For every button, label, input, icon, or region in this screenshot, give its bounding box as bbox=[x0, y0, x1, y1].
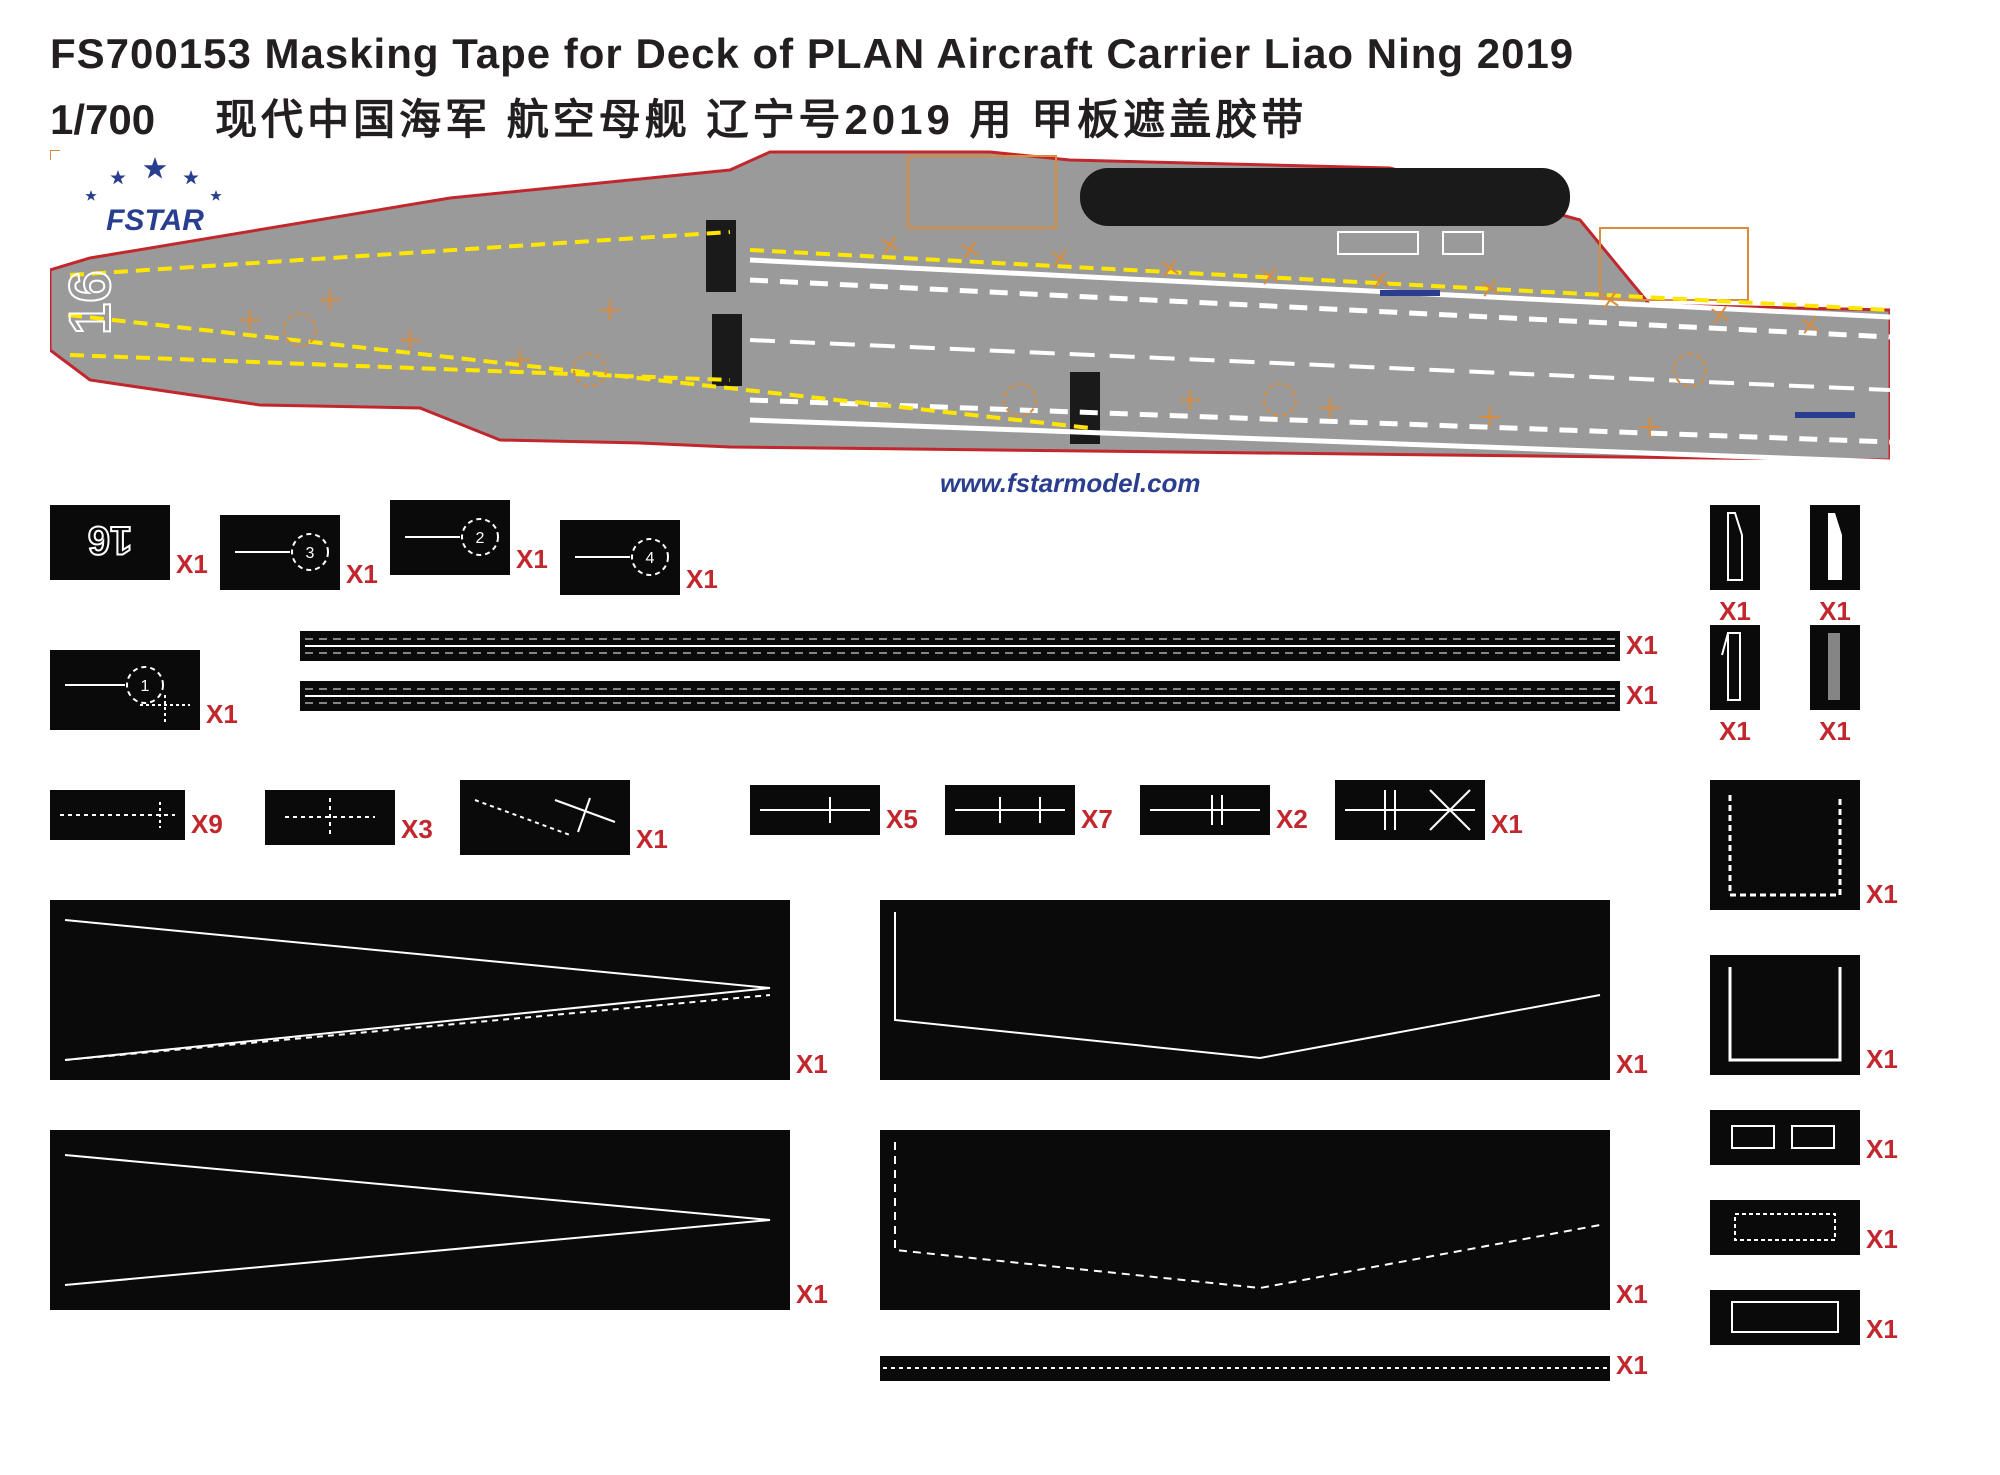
tape-piece-pv2: X1 bbox=[1810, 505, 1860, 627]
piece-shape bbox=[750, 785, 880, 835]
piece-quantity: X1 bbox=[1819, 716, 1851, 747]
piece-quantity: X2 bbox=[1276, 804, 1308, 835]
piece-shape bbox=[300, 631, 1620, 661]
tape-piece-stripb: X1 bbox=[880, 1350, 1648, 1381]
piece-shape bbox=[880, 900, 1610, 1080]
tape-piece-p1: X1 bbox=[50, 650, 238, 730]
tape-pieces-layout: X1 X1 X1 X1 X1 X1 X1 X1 X1 X1 X1 X9 X3 X1 X5 X7 X2 X1 X1 X1… bbox=[50, 500, 1950, 1445]
piece-quantity: X1 bbox=[1866, 1134, 1898, 1165]
tape-piece-outline: X1 bbox=[1710, 1290, 1898, 1345]
piece-quantity: X1 bbox=[516, 544, 548, 575]
piece-shape bbox=[300, 681, 1620, 711]
piece-quantity: X1 bbox=[346, 559, 378, 590]
tape-piece-strip2: X1 bbox=[300, 680, 1658, 711]
piece-quantity: X1 bbox=[1491, 809, 1523, 840]
piece-quantity: X1 bbox=[686, 564, 718, 595]
tape-piece-p4: X1 bbox=[560, 520, 718, 595]
piece-quantity: X7 bbox=[1081, 804, 1113, 835]
tape-piece-ubrk2: X1 bbox=[1710, 955, 1898, 1075]
tape-piece-p2: X1 bbox=[390, 500, 548, 575]
piece-shape bbox=[50, 505, 170, 580]
piece-quantity: X1 bbox=[1626, 680, 1658, 711]
tape-piece-ubrk: X1 bbox=[1710, 780, 1898, 910]
tape-piece-px7: X7 bbox=[945, 785, 1113, 835]
piece-shape bbox=[390, 500, 510, 575]
piece-shape bbox=[1710, 1200, 1860, 1255]
piece-shape bbox=[945, 785, 1075, 835]
piece-shape bbox=[1810, 505, 1860, 590]
piece-quantity: X9 bbox=[191, 809, 223, 840]
carrier-deck-diagram: 16 bbox=[50, 150, 1890, 460]
piece-shape bbox=[50, 900, 790, 1080]
piece-quantity: X1 bbox=[1719, 596, 1751, 627]
tape-piece-pv1: X1 bbox=[1710, 505, 1760, 627]
piece-quantity: X1 bbox=[636, 824, 668, 855]
tape-piece-px3: X3 bbox=[265, 790, 433, 845]
tape-piece-px5: X5 bbox=[750, 785, 918, 835]
piece-quantity: X1 bbox=[1616, 1279, 1648, 1310]
piece-quantity: X3 bbox=[401, 814, 433, 845]
tape-piece-px2: X2 bbox=[1140, 785, 1308, 835]
piece-quantity: X1 bbox=[1616, 1049, 1648, 1080]
piece-quantity: X1 bbox=[1719, 716, 1751, 747]
tape-piece-dotted: X1 bbox=[1710, 1200, 1898, 1255]
header: FS700153 Masking Tape for Deck of PLAN A… bbox=[50, 30, 1950, 147]
piece-shape bbox=[560, 520, 680, 595]
tape-piece-tri2: X1 bbox=[50, 1130, 828, 1310]
piece-shape bbox=[1710, 955, 1860, 1075]
piece-quantity: X1 bbox=[1819, 596, 1851, 627]
piece-quantity: X1 bbox=[206, 699, 238, 730]
piece-shape bbox=[1335, 780, 1485, 840]
piece-shape bbox=[50, 650, 200, 730]
piece-shape bbox=[1710, 625, 1760, 710]
piece-shape bbox=[1710, 780, 1860, 910]
piece-quantity: X1 bbox=[1616, 1350, 1648, 1381]
piece-shape bbox=[50, 790, 185, 840]
piece-shape bbox=[1140, 785, 1270, 835]
piece-shape bbox=[1710, 1290, 1860, 1345]
piece-quantity: X1 bbox=[1866, 1044, 1898, 1075]
tape-piece-p16: X1 bbox=[50, 505, 208, 580]
piece-shape bbox=[265, 790, 395, 845]
tape-piece-pxx: X1 bbox=[1335, 780, 1523, 840]
website-url: www.fstarmodel.com bbox=[940, 468, 1201, 499]
scale: 1/700 bbox=[50, 96, 155, 144]
piece-shape bbox=[460, 780, 630, 855]
piece-quantity: X1 bbox=[1866, 879, 1898, 910]
piece-shape bbox=[880, 1130, 1610, 1310]
piece-quantity: X1 bbox=[1866, 1314, 1898, 1345]
piece-quantity: X1 bbox=[796, 1049, 828, 1080]
tape-piece-px9: X9 bbox=[50, 790, 223, 840]
piece-shape bbox=[880, 1356, 1610, 1381]
piece-shape bbox=[1710, 1110, 1860, 1165]
piece-quantity: X5 bbox=[886, 804, 918, 835]
title-chinese: 现代中国海军 航空母舰 辽宁号2019 用 甲板遮盖胶带 bbox=[215, 86, 1307, 147]
title-row2: 1/700 现代中国海军 航空母舰 辽宁号2019 用 甲板遮盖胶带 bbox=[50, 86, 1950, 147]
piece-shape bbox=[220, 515, 340, 590]
piece-shape bbox=[1710, 505, 1760, 590]
title-en-text: Masking Tape for Deck of PLAN Aircraft C… bbox=[265, 30, 1575, 77]
title-english: FS700153 Masking Tape for Deck of PLAN A… bbox=[50, 30, 1950, 78]
tape-piece-vline1: X1 bbox=[880, 900, 1648, 1080]
tape-piece-pv3: X1 bbox=[1710, 625, 1760, 747]
tape-piece-p3: X1 bbox=[220, 515, 378, 590]
piece-quantity: X1 bbox=[796, 1279, 828, 1310]
sku: FS700153 bbox=[50, 30, 252, 77]
tape-piece-tri1: X1 bbox=[50, 900, 828, 1080]
piece-shape bbox=[1810, 625, 1860, 710]
tape-piece-vline2: X1 bbox=[880, 1130, 1648, 1310]
tape-piece-strip1: X1 bbox=[300, 630, 1658, 661]
piece-quantity: X1 bbox=[1866, 1224, 1898, 1255]
tape-piece-rects: X1 bbox=[1710, 1110, 1898, 1165]
piece-shape bbox=[50, 1130, 790, 1310]
svg-text:16: 16 bbox=[58, 270, 123, 335]
tape-piece-pv4: X1 bbox=[1810, 625, 1860, 747]
tape-piece-pang: X1 bbox=[460, 780, 668, 855]
piece-quantity: X1 bbox=[176, 549, 208, 580]
piece-quantity: X1 bbox=[1626, 630, 1658, 661]
